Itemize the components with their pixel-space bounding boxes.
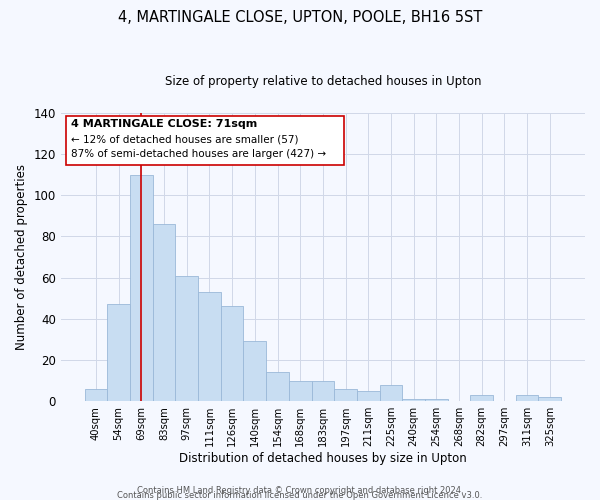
Text: 4 MARTINGALE CLOSE: 71sqm: 4 MARTINGALE CLOSE: 71sqm [71, 118, 257, 128]
Bar [175, 276, 198, 401]
X-axis label: Distribution of detached houses by size in Upton: Distribution of detached houses by size … [179, 452, 467, 465]
Text: 87% of semi-detached houses are larger (427) →: 87% of semi-detached houses are larger (… [71, 149, 326, 159]
Y-axis label: Number of detached properties: Number of detached properties [15, 164, 28, 350]
Bar [357, 391, 380, 401]
FancyBboxPatch shape [66, 116, 344, 164]
Bar [334, 389, 357, 401]
Bar [403, 399, 425, 401]
Bar [311, 380, 334, 401]
Text: Contains HM Land Registry data © Crown copyright and database right 2024.: Contains HM Land Registry data © Crown c… [137, 486, 463, 495]
Text: ← 12% of detached houses are smaller (57): ← 12% of detached houses are smaller (57… [71, 134, 299, 144]
Bar [152, 224, 175, 401]
Bar [130, 174, 152, 401]
Bar [221, 306, 244, 401]
Bar [516, 395, 538, 401]
Bar [107, 304, 130, 401]
Text: 4, MARTINGALE CLOSE, UPTON, POOLE, BH16 5ST: 4, MARTINGALE CLOSE, UPTON, POOLE, BH16 … [118, 10, 482, 25]
Text: Contains public sector information licensed under the Open Government Licence v3: Contains public sector information licen… [118, 491, 482, 500]
Bar [380, 384, 403, 401]
Bar [470, 395, 493, 401]
Title: Size of property relative to detached houses in Upton: Size of property relative to detached ho… [164, 75, 481, 88]
Bar [198, 292, 221, 401]
Bar [538, 397, 561, 401]
Bar [289, 380, 311, 401]
Bar [266, 372, 289, 401]
Bar [244, 342, 266, 401]
Bar [85, 389, 107, 401]
Bar [425, 399, 448, 401]
